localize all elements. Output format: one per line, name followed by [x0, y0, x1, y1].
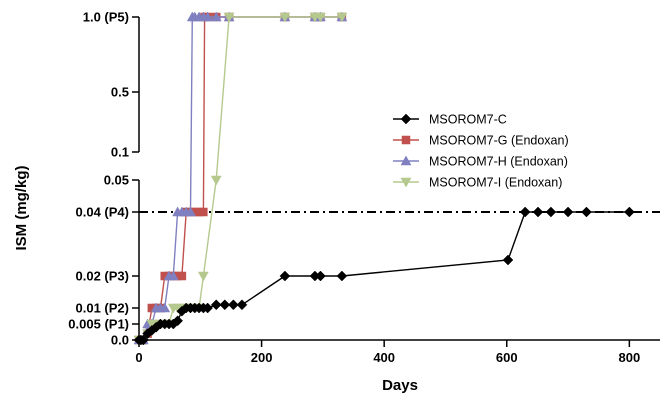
data-point [623, 206, 635, 218]
legend: MSOROM7-C MSOROM7-G (Endoxan) MSOROM7-H (E… [393, 113, 569, 190]
axes: 0.00.005 (P1)0.01 (P2) 0.02 (P3) 0.04 (P4)… [68, 10, 660, 365]
legend-swatch-marker [401, 135, 411, 145]
data-point [167, 270, 179, 281]
data-point [210, 11, 222, 22]
legend-swatch-marker [400, 113, 412, 125]
legend-label: MSOROM7-H (Endoxan) [429, 155, 568, 169]
y-tick-label: 0.1 [111, 145, 129, 160]
data-point [137, 334, 149, 346]
data-point [185, 206, 196, 217]
y-tick-label: 0.005 (P1) [68, 317, 129, 332]
legend-item: MSOROM7-H (Endoxan) [393, 155, 568, 169]
legend-label: MSOROM7-C [429, 113, 507, 127]
legend-swatch-marker [400, 155, 412, 166]
data-point [502, 254, 514, 266]
data-point [279, 12, 291, 23]
x-tick-label: 800 [619, 350, 641, 365]
data-point [172, 315, 183, 327]
legend-item: MSOROM7-C [393, 113, 507, 127]
data-point [202, 11, 214, 22]
series-msorom7-h [133, 11, 348, 345]
data-point [223, 12, 235, 23]
x-tick-label: 200 [251, 350, 273, 365]
y-tick-label: 0.05 [104, 173, 129, 188]
data-point [581, 206, 592, 218]
data-point [199, 207, 208, 217]
legend-label: MSOROM7-G (Endoxan) [429, 134, 569, 148]
y-axis-title: ISM (mg/kg) [13, 165, 30, 250]
data-point [202, 302, 214, 314]
series-group [133, 11, 635, 346]
x-tick-label: 0 [135, 350, 142, 365]
series-msorom7-c [133, 206, 635, 346]
data-point [336, 270, 348, 282]
data-point [219, 299, 231, 311]
legend-item: MSOROM7-G (Endoxan) [393, 134, 569, 148]
x-axis-title: Days [382, 377, 418, 394]
data-point [532, 206, 544, 218]
y-tick-label: 0.04 (P4) [76, 205, 129, 220]
data-point [279, 270, 291, 282]
data-point [545, 206, 557, 218]
legend-item: MSOROM7-I (Endoxan) [393, 176, 562, 190]
y-tick-label: 0.5 [111, 85, 129, 100]
data-point [236, 299, 248, 311]
data-point [210, 175, 222, 186]
x-tick-label: 600 [496, 350, 518, 365]
data-point [210, 299, 222, 311]
x-tick-label: 400 [373, 350, 395, 365]
data-point [519, 206, 531, 218]
y-tick-label: 0.02 (P3) [76, 269, 129, 284]
data-point [315, 12, 326, 23]
data-point [315, 270, 326, 282]
data-point [336, 12, 348, 23]
series-line [139, 16, 342, 341]
y-tick-label: 0.01 (P2) [76, 301, 129, 316]
data-point [177, 271, 187, 281]
series-line [139, 16, 342, 341]
legend-label: MSOROM7-I (Endoxan) [429, 176, 562, 190]
data-point [197, 271, 209, 282]
legend-swatch-marker [400, 177, 412, 188]
data-point [562, 206, 574, 218]
y-tick-label: 1.0 (P5) [83, 10, 129, 25]
series-line [139, 211, 630, 341]
y-tick-label: 0.0 [111, 333, 129, 348]
data-point [159, 302, 171, 313]
data-point [228, 299, 239, 311]
series-line [139, 16, 342, 341]
